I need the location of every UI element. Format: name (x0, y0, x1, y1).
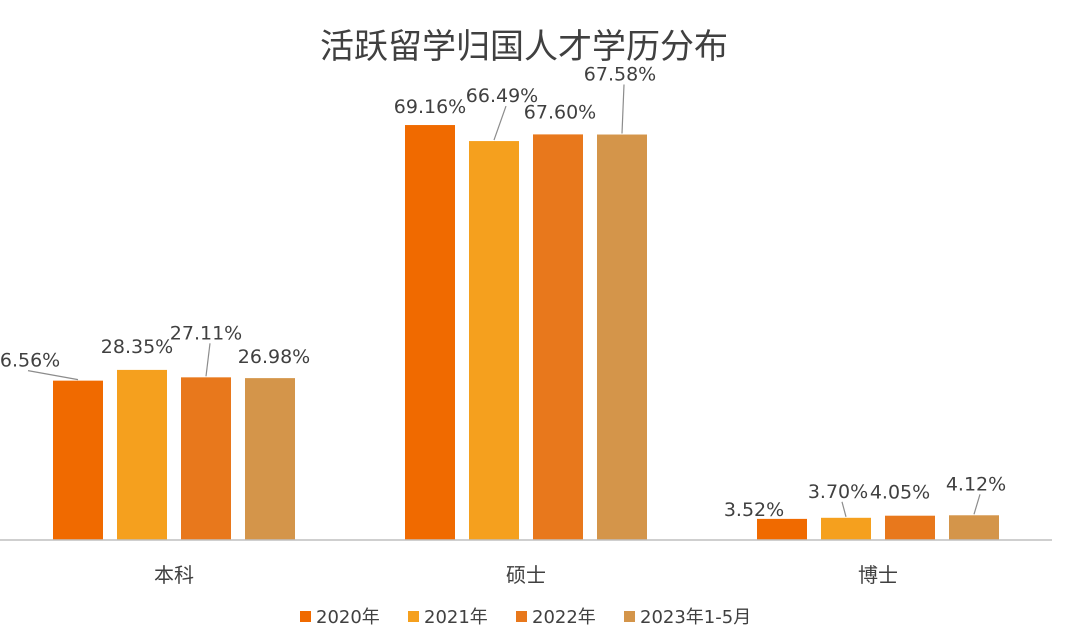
legend-swatch-0 (300, 611, 311, 622)
data-label-0-0: 26.56% (0, 350, 60, 372)
bars-group (53, 125, 999, 540)
legend-swatch-1 (408, 611, 419, 622)
data-label-2-2: 4.05% (870, 482, 930, 504)
category-label-0: 本科 (154, 563, 194, 587)
data-label-0-3: 26.98% (238, 346, 310, 368)
leader-line-0-2 (205, 343, 211, 377)
leader-line-1-1 (493, 105, 507, 141)
bar-2-1 (821, 517, 871, 540)
bar-1-0 (405, 125, 455, 540)
leader-line-2-3 (973, 494, 981, 515)
data-label-1-3: 67.58% (584, 64, 656, 86)
category-label-2: 博士 (858, 563, 898, 587)
bar-0-0 (53, 380, 103, 540)
data-labels: 26.56% 28.35%27.11%26.98% 69.16%66.49%67.6… (0, 64, 1006, 521)
category-labels: 本科 硕士 博士 (154, 563, 898, 587)
bar-2-2 (885, 515, 935, 540)
bar-0-1 (117, 369, 167, 540)
bar-0-2 (181, 377, 231, 540)
legend: 2020年 2021年 2022年 2023年1-5月 (300, 607, 751, 628)
leader-line-0-0 (27, 370, 79, 381)
bar-0-3 (245, 378, 295, 540)
bar-1-2 (533, 134, 583, 540)
legend-label-3: 2023年1-5月 (640, 607, 751, 628)
bar-1-1 (469, 141, 519, 540)
data-label-1-1: 66.49% (466, 85, 538, 107)
legend-label-0: 2020年 (316, 607, 380, 628)
category-label-1: 硕士 (506, 563, 546, 587)
data-label-2-0: 3.52% (724, 499, 784, 521)
leader-line-1-3 (621, 84, 625, 134)
data-label-1-0: 69.16% (394, 96, 466, 118)
data-label-1-2: 67.60% (524, 101, 596, 123)
legend-swatch-2 (516, 611, 527, 622)
data-label-0-1: 28.35% (101, 336, 173, 358)
legend-label-1: 2021年 (424, 607, 488, 628)
bar-2-3 (949, 515, 999, 540)
bar-1-3 (597, 134, 647, 540)
data-label-0-2: 27.11% (170, 322, 242, 344)
legend-label-2: 2022年 (532, 607, 596, 628)
data-label-2-1: 3.70% (808, 481, 868, 503)
legend-swatch-3 (624, 611, 635, 622)
chart-title: 活跃留学归国人才学历分布 (320, 27, 728, 67)
bar-2-0 (757, 518, 807, 540)
data-label-2-3: 4.12% (946, 473, 1006, 495)
leader-line-2-1 (841, 501, 847, 517)
